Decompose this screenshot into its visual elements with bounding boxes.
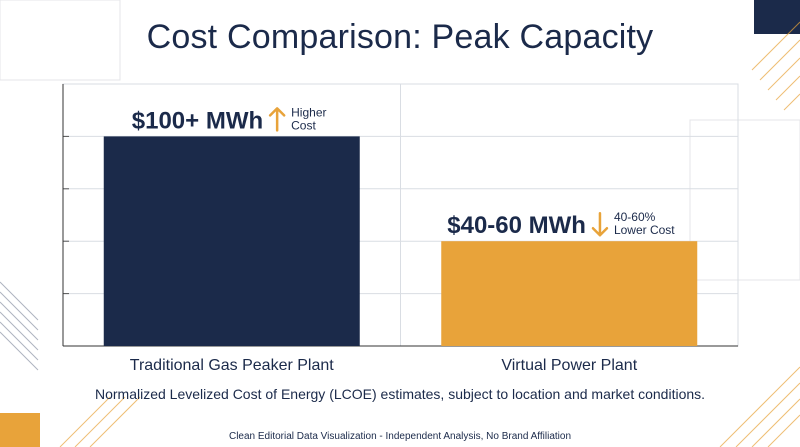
data-label-value: $40-60 MWh — [447, 212, 586, 239]
x-tick-label: Virtual Power Plant — [501, 357, 637, 374]
data-label-note: Cost — [291, 118, 316, 132]
data-label-note: Lower Cost — [614, 223, 675, 237]
chart-note: Normalized Levelized Cost of Energy (LCO… — [94, 386, 706, 402]
data-label-note: Higher — [291, 105, 326, 119]
data-label-note: 40-60% — [614, 210, 656, 224]
down-arrow-icon — [591, 211, 609, 237]
bar — [103, 136, 360, 346]
x-tick-label: Traditional Gas Peaker Plant — [130, 357, 335, 374]
data-label-value: $100+ MWh — [132, 107, 263, 134]
up-arrow-icon — [268, 107, 286, 132]
page-title: Cost Comparison: Peak Capacity — [146, 18, 654, 56]
footer-text: Clean Editorial Data Visualization - Ind… — [228, 431, 572, 442]
bar — [441, 241, 698, 346]
data-label-group: $40-60 MWh 40-60%Lower Cost — [447, 210, 675, 239]
